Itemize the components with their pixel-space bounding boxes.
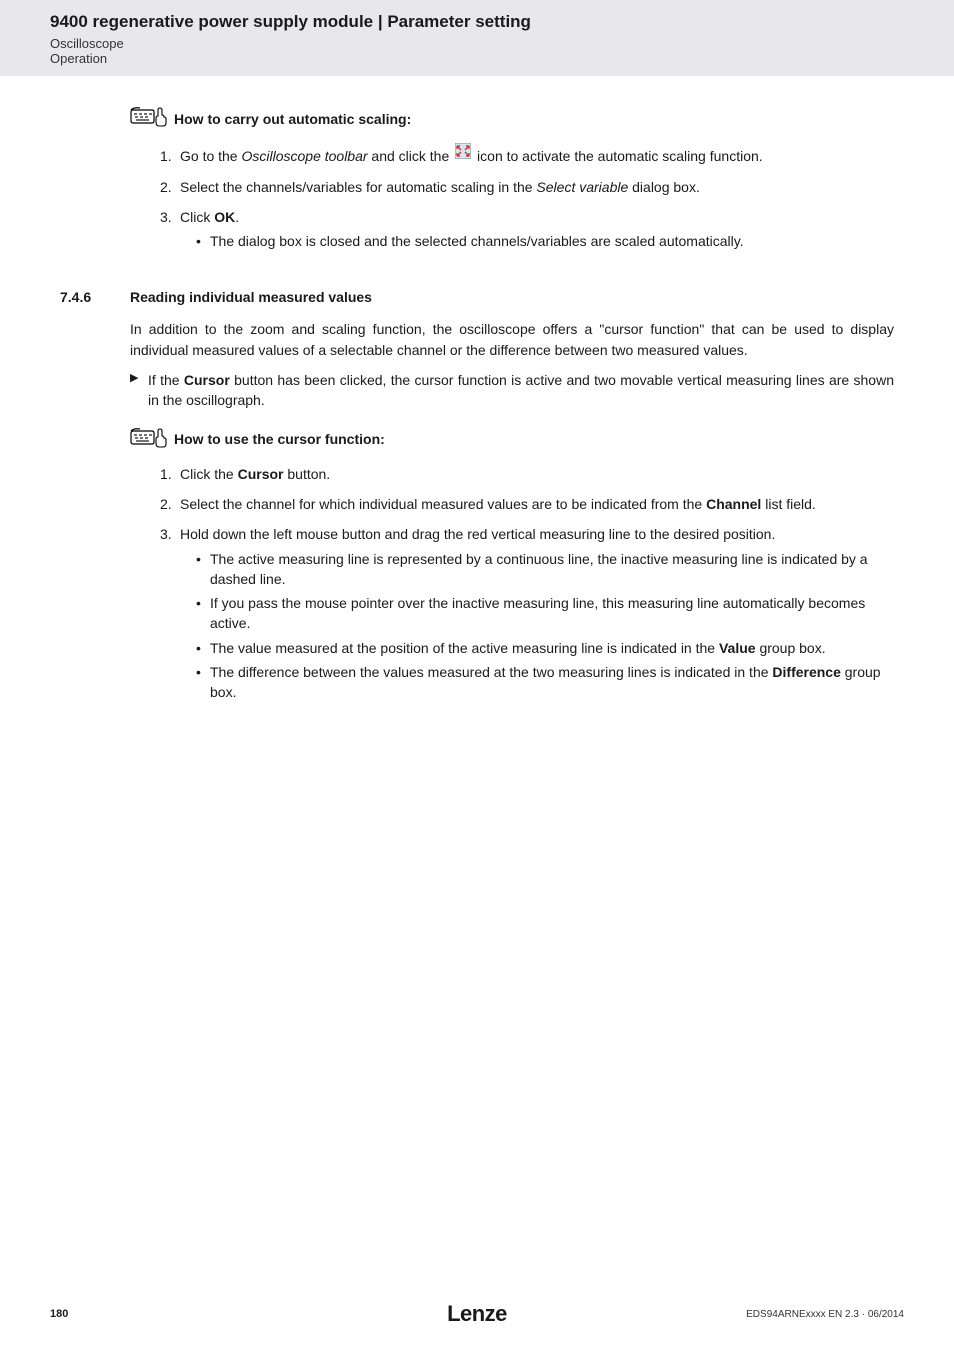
text-bold: OK [214,209,235,225]
header-band: 9400 regenerative power supply module | … [0,0,954,76]
heading-text: How to carry out automatic scaling: [174,111,411,127]
text-fragment: group box. [756,640,826,656]
list-item: 3.Hold down the left mouse button and dr… [156,524,894,702]
text-fragment: button has been clicked, the cursor func… [148,372,894,408]
list-number: 3. [160,207,180,227]
text-italic: Select variable [536,179,628,195]
list-item: 2.Select the channels/variables for auto… [156,177,894,197]
list-number: 1. [160,464,180,484]
triangle-bullet: If the Cursor button has been clicked, t… [130,370,894,411]
text-fragment: Select the channels/variables for automa… [180,179,536,195]
text-bold: Cursor [238,466,284,482]
list-text: Click OK. [180,209,239,225]
text-fragment: The difference between the values measur… [210,664,772,680]
list-item: 1.Go to the Oscilloscope toolbar and cli… [156,143,894,167]
list-text: Hold down the left mouse button and drag… [180,526,775,542]
text-bold: Value [719,640,756,656]
lenze-logo: Lenze [447,1301,507,1327]
list-number: 2. [160,494,180,514]
auto-scale-tool-icon [455,143,471,164]
text-fragment: Click the [180,466,238,482]
text-fragment: If the [148,372,184,388]
sub-bullet: The value measured at the position of th… [196,638,894,658]
text-fragment: . [235,209,239,225]
text-bold: Channel [706,496,761,512]
list-item: 1.Click the Cursor button. [156,464,894,484]
paragraph: In addition to the zoom and scaling func… [130,319,894,360]
section-body: In addition to the zoom and scaling func… [130,319,894,410]
text-fragment: button. [283,466,330,482]
page-footer: 180 Lenze EDS94ARNExxxx EN 2.3 · 06/2014 [0,1308,954,1320]
heading-text: How to use the cursor function: [174,431,385,447]
list-number: 3. [160,524,180,544]
list-text: Select the channels/variables for automa… [180,179,700,195]
section-header-row: 7.4.6 Reading individual measured values [60,289,894,305]
document-id: EDS94ARNExxxx EN 2.3 · 06/2014 [746,1309,904,1320]
instruction-block-cursor: How to use the cursor function: 1.Click … [130,427,894,703]
text-fragment: The value measured at the position of th… [210,640,719,656]
sub-bullet: If you pass the mouse pointer over the i… [196,593,894,634]
keyboard-hand-icon [130,106,168,131]
text-bold: Cursor [184,372,230,388]
sub-bullet: The dialog box is closed and the selecte… [196,231,894,251]
text-fragment: Select the channel for which individual … [180,496,706,512]
text-bold: Difference [772,664,840,680]
list-text: Select the channel for which individual … [180,496,816,512]
header-sub-2: Operation [50,51,904,66]
header-sub-1: Oscilloscope [50,36,904,51]
text-italic: Oscilloscope toolbar [241,148,367,164]
section-title: Reading individual measured values [130,289,372,305]
list-text: Go to the Oscilloscope toolbar and click… [180,148,763,164]
sub-bullet: The active measuring line is represented… [196,549,894,590]
text-fragment: list field. [761,496,815,512]
instruction-block-scaling: How to carry out automatic scaling: 1.Go… [130,106,894,251]
list-text: Click the Cursor button. [180,466,330,482]
instruction-heading-cursor: How to use the cursor function: [130,427,894,452]
keyboard-hand-icon [130,427,168,452]
list-item: 3.Click OK. The dialog box is closed and… [156,207,894,252]
instruction-heading-scaling: How to carry out automatic scaling: [130,106,894,131]
text-fragment: dialog box. [628,179,700,195]
page-title: 9400 regenerative power supply module | … [50,12,904,32]
text-fragment: icon to activate the automatic scaling f… [473,148,763,164]
text-fragment: Go to the [180,148,241,164]
ordered-list-cursor: 1.Click the Cursor button. 2.Select the … [156,464,894,703]
list-number: 1. [160,146,180,166]
list-item: 2.Select the channel for which individua… [156,494,894,514]
text-fragment: and click the [368,148,454,164]
page-number: 180 [50,1308,68,1320]
section-number: 7.4.6 [60,289,130,305]
sub-bullet: The difference between the values measur… [196,662,894,703]
text-fragment: Click [180,209,214,225]
main-content: How to carry out automatic scaling: 1.Go… [0,76,954,703]
ordered-list-scaling: 1.Go to the Oscilloscope toolbar and cli… [156,143,894,251]
list-number: 2. [160,177,180,197]
